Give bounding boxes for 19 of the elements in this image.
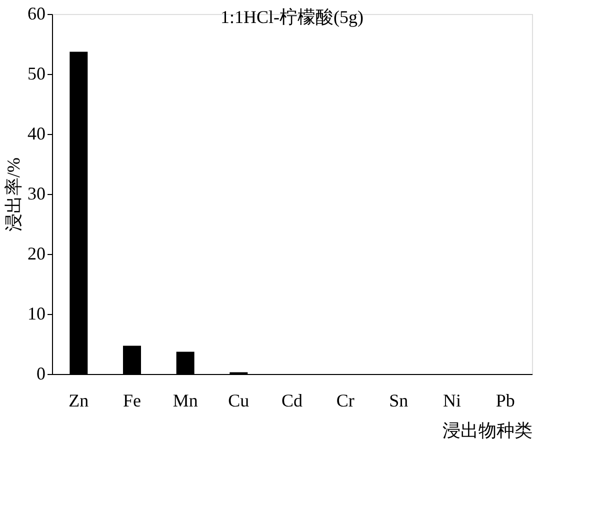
y-tick-label: 40 xyxy=(28,124,46,144)
x-axis-title: 浸出物种类 xyxy=(442,420,532,440)
x-tick-label: Zn xyxy=(68,390,89,410)
y-tick-label: 20 xyxy=(28,244,46,264)
y-tick-label: 30 xyxy=(28,184,46,204)
y-axis-title: 浸出率/% xyxy=(4,158,24,232)
y-tick-label: 50 xyxy=(28,64,46,84)
x-tick-label: Cr xyxy=(336,390,354,410)
x-tick-label: Fe xyxy=(123,390,142,410)
x-tick-label: Ni xyxy=(443,390,461,410)
y-tick-label: 10 xyxy=(28,304,46,324)
x-tick-label: Cu xyxy=(228,390,250,410)
x-tick-label: Mn xyxy=(172,390,198,410)
y-tick-label: 0 xyxy=(36,364,46,384)
x-tick-label: Cd xyxy=(281,390,303,410)
chart-title: 1:1HCl-柠檬酸(5g) xyxy=(220,7,364,27)
x-tick-label: Pb xyxy=(496,390,515,410)
x-tick-label: Sn xyxy=(389,390,408,410)
y-tick-label: 60 xyxy=(28,4,46,24)
